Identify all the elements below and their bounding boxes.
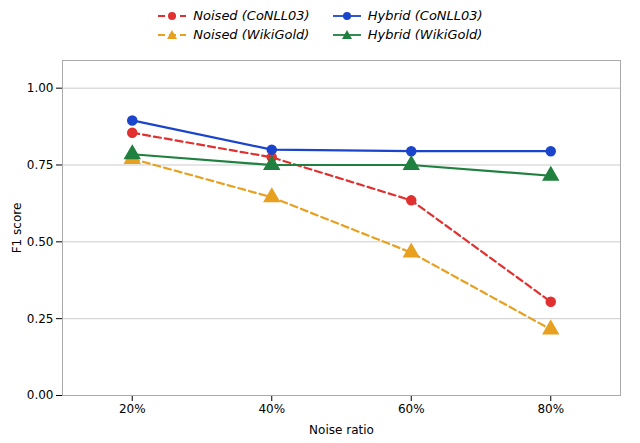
html-text:Hybrid (WikiGold): Hybrid (WikiGold) bbox=[367, 27, 483, 42]
svg-text:0.00: 0.00 bbox=[27, 388, 54, 402]
html-text:Noised (WikiGold): Noised (WikiGold) bbox=[193, 27, 310, 42]
svg-text:40%: 40% bbox=[258, 402, 285, 416]
svg-text:20%: 20% bbox=[119, 402, 146, 416]
svg-text:1.00: 1.00 bbox=[27, 81, 54, 95]
svg-text:0.25: 0.25 bbox=[27, 312, 54, 326]
svg-text:Noise ratio: Noise ratio bbox=[309, 423, 374, 437]
html-text:Noised (CoNLL03): Noised (CoNLL03) bbox=[193, 8, 310, 23]
svg-text:0.75: 0.75 bbox=[27, 158, 54, 172]
svg-text:F1 score: F1 score bbox=[10, 203, 24, 254]
svg-text:80%: 80% bbox=[537, 402, 564, 416]
svg-text:0.50: 0.50 bbox=[27, 235, 54, 249]
svg-text:60%: 60% bbox=[398, 402, 425, 416]
html-text:Hybrid (CoNLL03): Hybrid (CoNLL03) bbox=[367, 8, 483, 23]
